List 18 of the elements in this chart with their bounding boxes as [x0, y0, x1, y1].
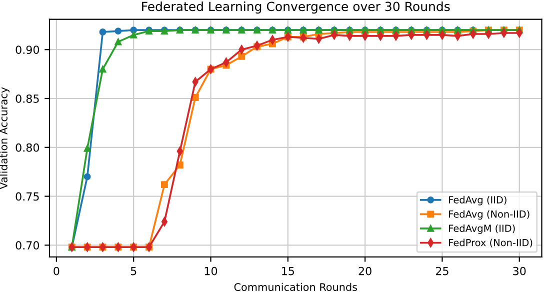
- y-tick-label: 0.85: [16, 94, 39, 103]
- legend-label: FedAvg (Non-IID): [449, 210, 530, 220]
- y-tick-label: 0.80: [16, 143, 40, 152]
- y-tick-label: 0.90: [16, 46, 40, 54]
- x-tick-label: 10: [204, 266, 218, 276]
- legend-label: FedProx (Non-IID): [449, 238, 532, 248]
- x-tick-label: 30: [513, 266, 526, 276]
- x-axis-title: Communication Rounds: [234, 282, 358, 291]
- y-tick-label: 0.70: [16, 241, 40, 250]
- x-tick-label: 20: [358, 266, 372, 276]
- x-tick-label: 5: [130, 266, 136, 276]
- x-tick-label: 15: [282, 266, 294, 276]
- y-tick-label: 0.75: [16, 192, 39, 201]
- legend-label: FedAvg (IID): [449, 196, 506, 206]
- x-tick-label: 25: [436, 266, 448, 276]
- chart-title: Federated Learning Convergence over 30 Rounds: [142, 1, 450, 14]
- x-tick-label: 0: [54, 266, 60, 276]
- legend-label: FedAvgM (IID): [449, 224, 515, 234]
